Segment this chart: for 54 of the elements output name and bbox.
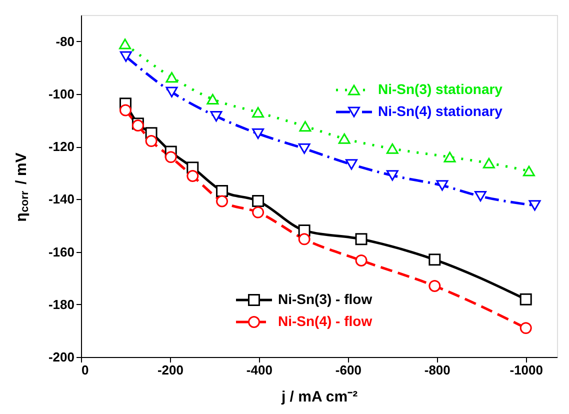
y-tick-label: -180 (48, 296, 74, 312)
point (520, 293, 532, 306)
point (166, 72, 178, 83)
y-tick-label: -140 (48, 192, 74, 207)
legend-label: Ni-Sn(3) stationary (378, 81, 503, 97)
x-tick-label: -800 (424, 362, 450, 378)
point (186, 170, 199, 182)
point (444, 152, 456, 162)
point (520, 322, 532, 334)
legend-label: Ni-Sn(4) - flow (278, 313, 372, 329)
point (474, 190, 486, 202)
x-tick-label: 0 (82, 362, 89, 378)
x-tick-label: -400 (246, 362, 272, 378)
point (216, 185, 228, 197)
y-tick-label: -200 (48, 350, 74, 364)
point (428, 280, 441, 292)
point (298, 143, 310, 154)
x-tick-label: -600 (335, 362, 362, 378)
point (252, 128, 264, 139)
point (164, 151, 177, 164)
point (298, 233, 310, 246)
y-tick-label: -100 (48, 86, 74, 102)
point (166, 86, 178, 98)
y-tick-label: -120 (48, 139, 74, 154)
point (528, 200, 541, 211)
point (119, 38, 132, 50)
point (299, 120, 312, 132)
point (252, 206, 264, 218)
legend-label: Ni-Sn(3) - flow (278, 291, 372, 307)
x-axis-title: j / mA cm⁻² (280, 388, 358, 406)
point (119, 104, 132, 116)
point (436, 180, 448, 191)
point (355, 254, 368, 266)
point (482, 158, 495, 168)
y-tick-label: -160 (48, 244, 74, 260)
point (428, 254, 441, 266)
point (345, 159, 358, 170)
y-tick-label: -80 (56, 34, 74, 49)
point (252, 195, 264, 207)
point (386, 143, 398, 154)
x-tick-label: -1000 (510, 362, 543, 378)
x-tick-label: -200 (157, 362, 184, 378)
point (338, 133, 350, 144)
legend-label: Ni-Sn(4) stationary (378, 103, 503, 119)
point (386, 170, 398, 181)
point (355, 233, 368, 246)
point (120, 51, 132, 62)
point (252, 107, 264, 118)
y-axis-title: ηcorr / mV (13, 152, 31, 222)
point (216, 195, 228, 208)
point (206, 94, 219, 104)
point (145, 135, 158, 147)
point (210, 110, 222, 122)
point (522, 166, 535, 176)
